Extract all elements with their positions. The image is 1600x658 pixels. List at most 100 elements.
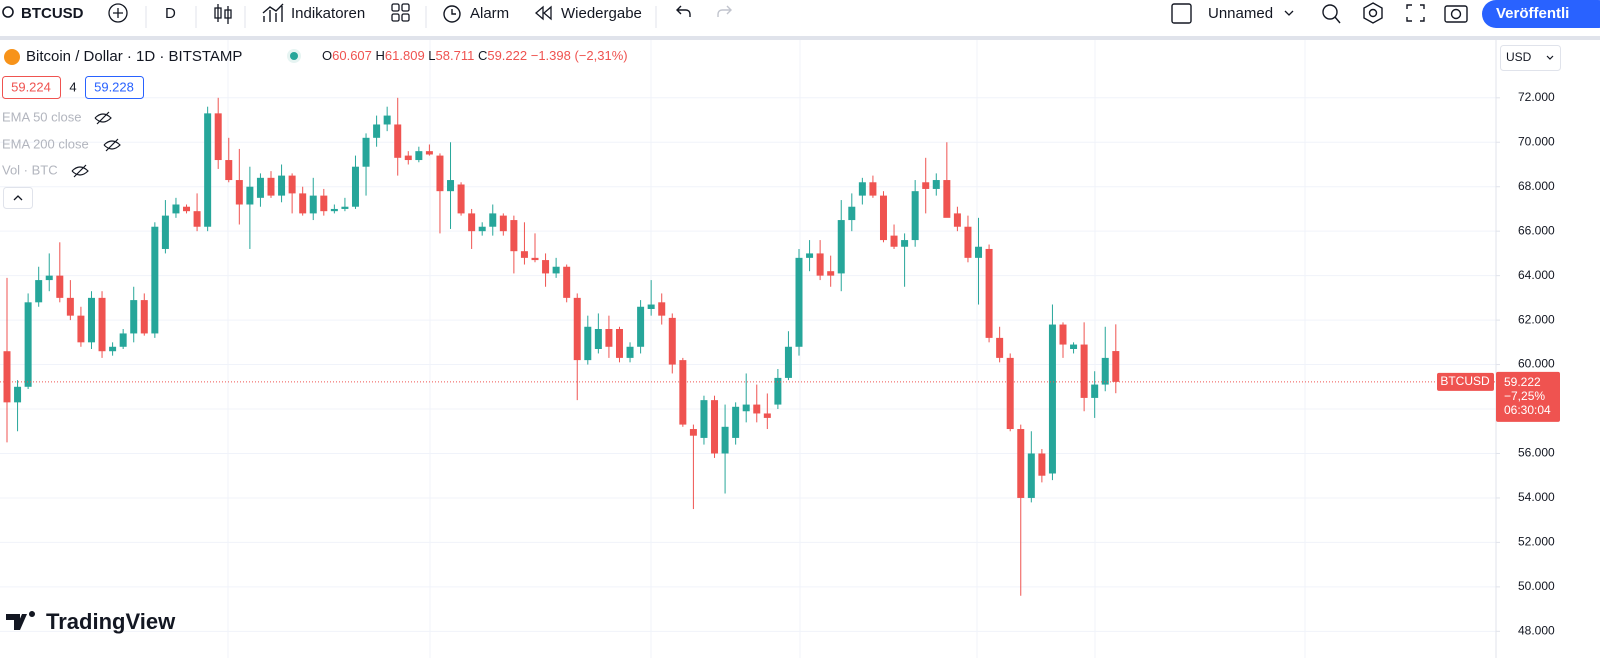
candle-body [24, 302, 32, 387]
ohlc-change: −1.398 (−2,31%) [531, 48, 628, 63]
candle-body [351, 166, 359, 207]
candle-body [256, 177, 264, 198]
settings[interactable] [1363, 2, 1383, 24]
y-tick-label: 54.000 [1518, 490, 1555, 504]
candle-body [299, 193, 307, 214]
candle-body [1101, 357, 1109, 385]
indicators-button[interactable]: Indikatoren [291, 5, 365, 22]
y-tick-label: 50.000 [1518, 579, 1555, 593]
candle-body [784, 346, 792, 378]
legend-ohlc: O60.607 H61.809 L58.711 C59.222 −1.398 (… [322, 48, 628, 63]
candle-body [478, 226, 486, 232]
symbol[interactable]: BTCUSD [21, 5, 84, 22]
plot [3, 97, 1120, 596]
alarm-hands [451, 9, 456, 15]
y-tick-label: 66.000 [1518, 223, 1555, 237]
symbol-tag-bg [1437, 372, 1494, 391]
watermark: TradingView [46, 609, 176, 634]
candle-body [795, 257, 803, 347]
candle-body [341, 206, 349, 209]
layout-icon[interactable] [1171, 3, 1192, 24]
interval[interactable]: D [165, 5, 176, 22]
y-tick-label: 56.000 [1518, 446, 1555, 460]
collapse-icon [13, 195, 23, 201]
redo[interactable] [717, 5, 732, 17]
hidden-icons [71, 111, 121, 178]
price-tag-0: 59.222 [1504, 375, 1541, 389]
y-tick-label: 68.000 [1518, 179, 1555, 193]
candle-body [3, 351, 11, 403]
search-icon[interactable] [2, 6, 14, 18]
candle-body [394, 124, 402, 158]
candle-body [109, 346, 117, 352]
candle-body [563, 266, 571, 298]
candle-body [499, 215, 507, 232]
replay-button[interactable]: Wiedergabe [561, 5, 642, 22]
chart-type-icon[interactable] [214, 4, 232, 24]
candle-body [362, 137, 370, 167]
collapse-button[interactable] [3, 187, 33, 209]
candle-body [890, 235, 898, 247]
candle-body [161, 215, 169, 249]
toolbar [0, 0, 1600, 36]
eye-icon[interactable] [94, 111, 112, 125]
currency-select[interactable] [1500, 45, 1561, 71]
currency-dropdown [1546, 55, 1554, 60]
candle-body [1112, 351, 1120, 382]
candle-body [214, 113, 222, 161]
eye-icon[interactable] [71, 164, 89, 178]
quick-search[interactable] [1322, 4, 1338, 20]
eye-icon[interactable] [103, 138, 121, 152]
candle-body [763, 413, 771, 418]
candle-body [626, 346, 634, 358]
candle-body [1048, 324, 1056, 474]
candle-body [827, 271, 835, 276]
publish-button[interactable] [1482, 0, 1600, 28]
candle-body [647, 304, 655, 309]
templates-icon[interactable] [391, 3, 400, 12]
candle-body [732, 406, 740, 438]
fullscreen[interactable] [1406, 4, 1425, 22]
bid-box[interactable] [2, 76, 61, 99]
candle-body [510, 220, 518, 252]
replay-icon[interactable] [535, 5, 552, 21]
y-tick-label: 52.000 [1518, 535, 1555, 549]
candle-body [119, 333, 127, 347]
undo[interactable] [676, 5, 691, 17]
candle-body [700, 400, 708, 438]
candle-body [309, 195, 317, 214]
alarm-icon[interactable] [443, 5, 461, 23]
candle-body [552, 266, 560, 274]
candle-body [520, 251, 528, 258]
ohlc-label: O [322, 48, 332, 63]
candle-body [14, 386, 22, 403]
candle-body [658, 302, 666, 316]
price-tag: BTCUSD 59.222−7,25%06:30:04 [0, 371, 1560, 422]
layout-name[interactable]: Unnamed [1208, 5, 1273, 22]
candle-body [204, 113, 212, 227]
candle-body [943, 180, 951, 218]
candle-body [996, 337, 1004, 358]
screenshot[interactable] [1444, 5, 1468, 23]
candle-body [573, 297, 581, 361]
candle-body [288, 175, 296, 194]
layout-dropdown[interactable] [1284, 10, 1294, 16]
candle-body [1027, 453, 1035, 498]
alarm-button[interactable]: Alarm [470, 5, 509, 22]
currency: USD [1506, 50, 1532, 64]
price-axis [1496, 40, 1600, 658]
candle-body [373, 124, 381, 138]
candle-body [130, 300, 138, 334]
candle-body [447, 180, 455, 192]
indicators-icon[interactable] [262, 3, 284, 22]
candle-body [457, 184, 465, 214]
candle-body [975, 246, 983, 258]
candle-body [964, 226, 972, 258]
y-tick-label: 70.000 [1518, 134, 1555, 148]
candle-body [45, 275, 53, 281]
candle-body [383, 115, 391, 125]
candle-body [267, 177, 275, 196]
ask-box[interactable] [85, 76, 144, 99]
add-symbol[interactable] [108, 3, 128, 23]
